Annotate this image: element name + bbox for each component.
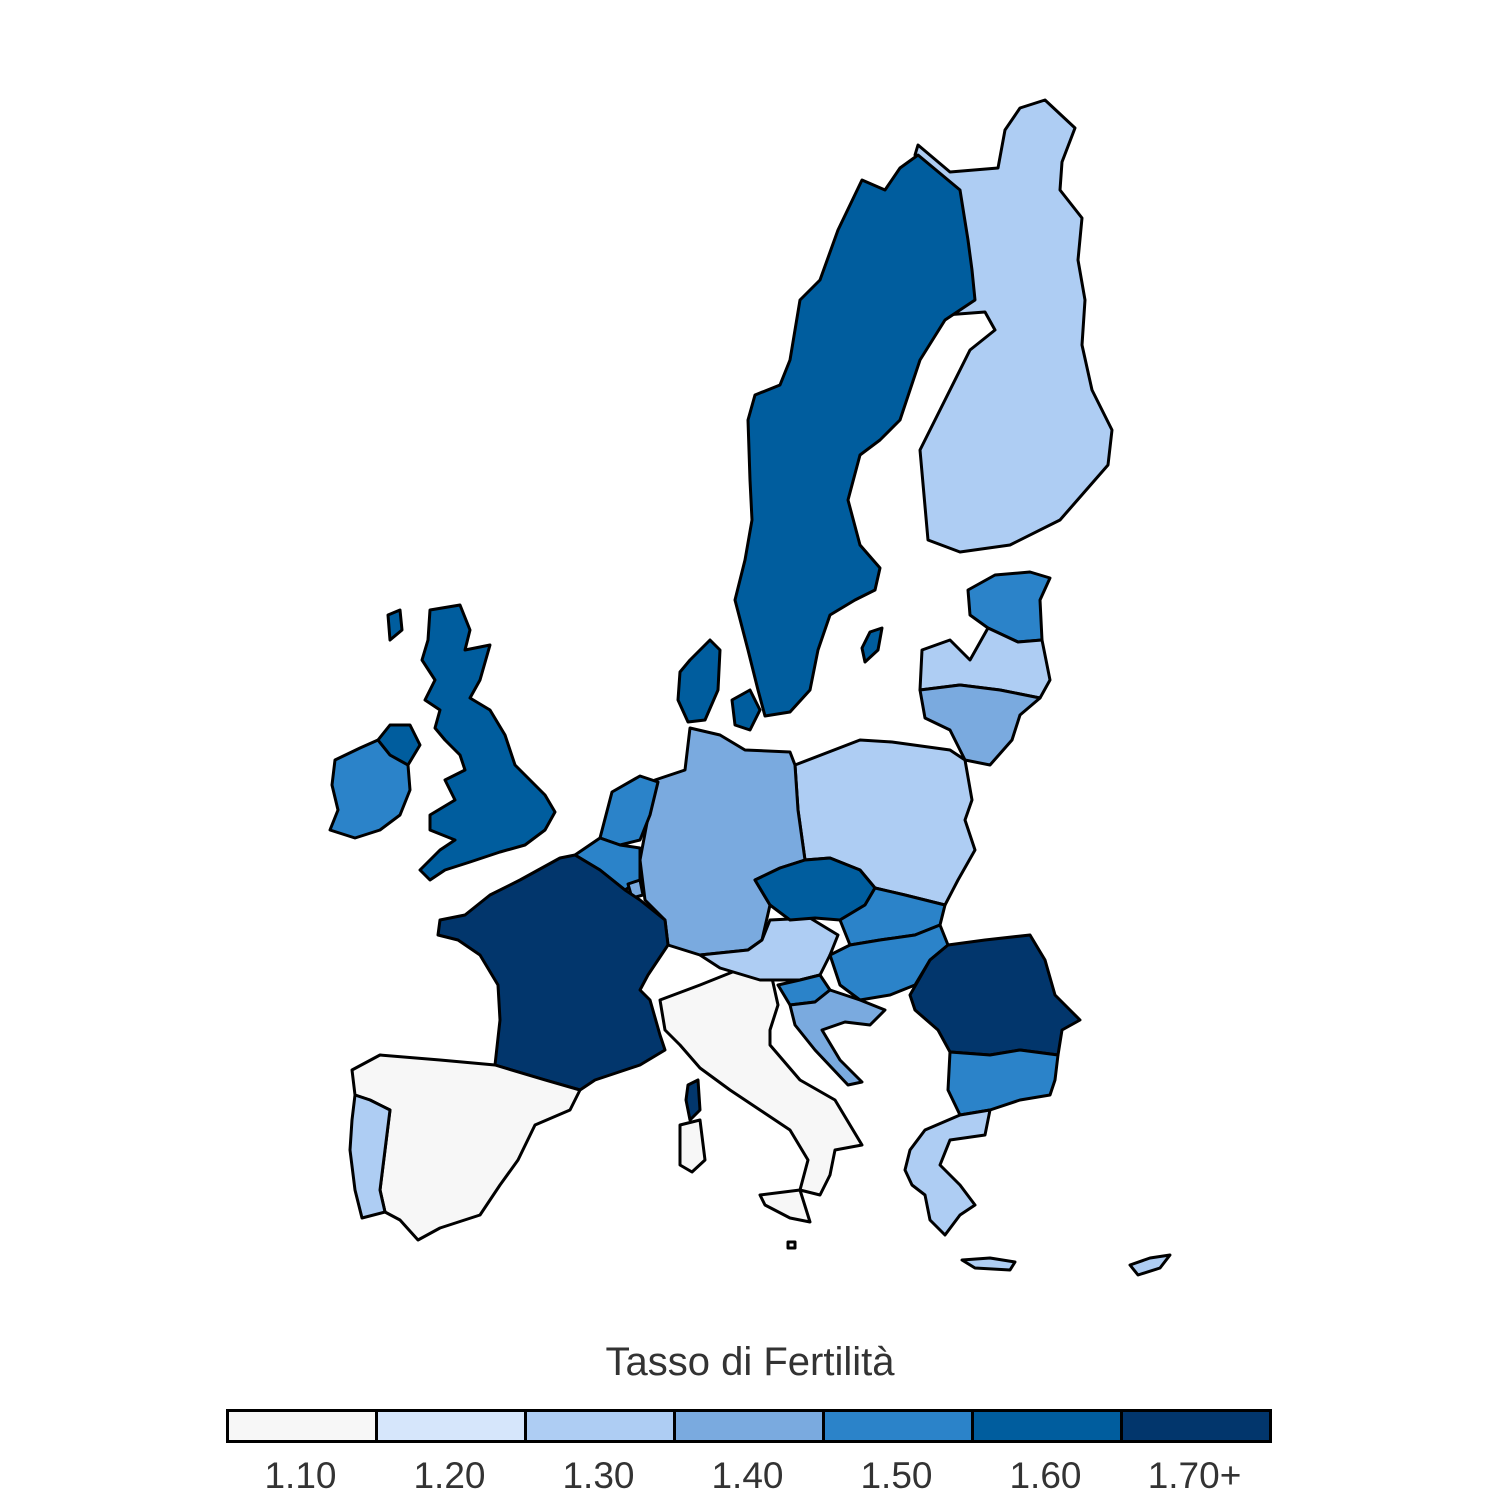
legend-label: 1.40 xyxy=(711,1455,784,1496)
region-sardinia xyxy=(678,1118,707,1174)
region-northern-ireland xyxy=(376,723,422,767)
region-romania xyxy=(908,933,1082,1057)
region-finland xyxy=(913,98,1114,554)
legend-swatch xyxy=(974,1412,1120,1440)
legend-title: Tasso di Fertilità xyxy=(605,1340,895,1384)
region-france xyxy=(436,853,670,1092)
region-gotland xyxy=(860,626,884,664)
legend-label: 1.50 xyxy=(860,1455,933,1496)
legend-label: 1.70+ xyxy=(1147,1455,1242,1496)
europe-fertility-map xyxy=(328,98,1172,1277)
region-croatia xyxy=(788,988,887,1087)
region-portugal xyxy=(348,1093,392,1220)
region-crete xyxy=(960,1256,1017,1272)
legend-label: 1.30 xyxy=(562,1455,635,1496)
legend-color-bar xyxy=(226,1409,1272,1443)
region-denmark xyxy=(676,638,722,724)
legend-swatch xyxy=(378,1412,524,1440)
legend-swatch xyxy=(527,1412,673,1440)
region-lithuania xyxy=(918,683,1042,767)
legend-label: 1.60 xyxy=(1009,1455,1082,1496)
region-sweden xyxy=(733,153,977,718)
legend-labels: 1.10 1.20 1.30 1.40 1.50 1.60 1.70+ xyxy=(226,1455,1269,1497)
legend-swatch xyxy=(825,1412,971,1440)
region-bulgaria xyxy=(946,1048,1060,1117)
region-italy xyxy=(658,963,864,1197)
region-malta xyxy=(786,1240,797,1250)
legend-swatch xyxy=(229,1412,375,1440)
legend-label: 1.10 xyxy=(264,1455,337,1496)
region-sicily xyxy=(758,1188,812,1224)
region-greece xyxy=(903,1108,992,1237)
legend-label: 1.20 xyxy=(413,1455,486,1496)
region-cyprus xyxy=(1128,1253,1172,1277)
region-great-britain xyxy=(418,603,557,882)
region-zealand xyxy=(730,688,762,732)
region-estonia xyxy=(966,570,1052,644)
legend-swatch xyxy=(676,1412,822,1440)
legend-swatch xyxy=(1123,1412,1269,1440)
region-hebrides xyxy=(386,608,404,642)
region-austria xyxy=(698,916,840,982)
region-corsica xyxy=(684,1078,702,1122)
